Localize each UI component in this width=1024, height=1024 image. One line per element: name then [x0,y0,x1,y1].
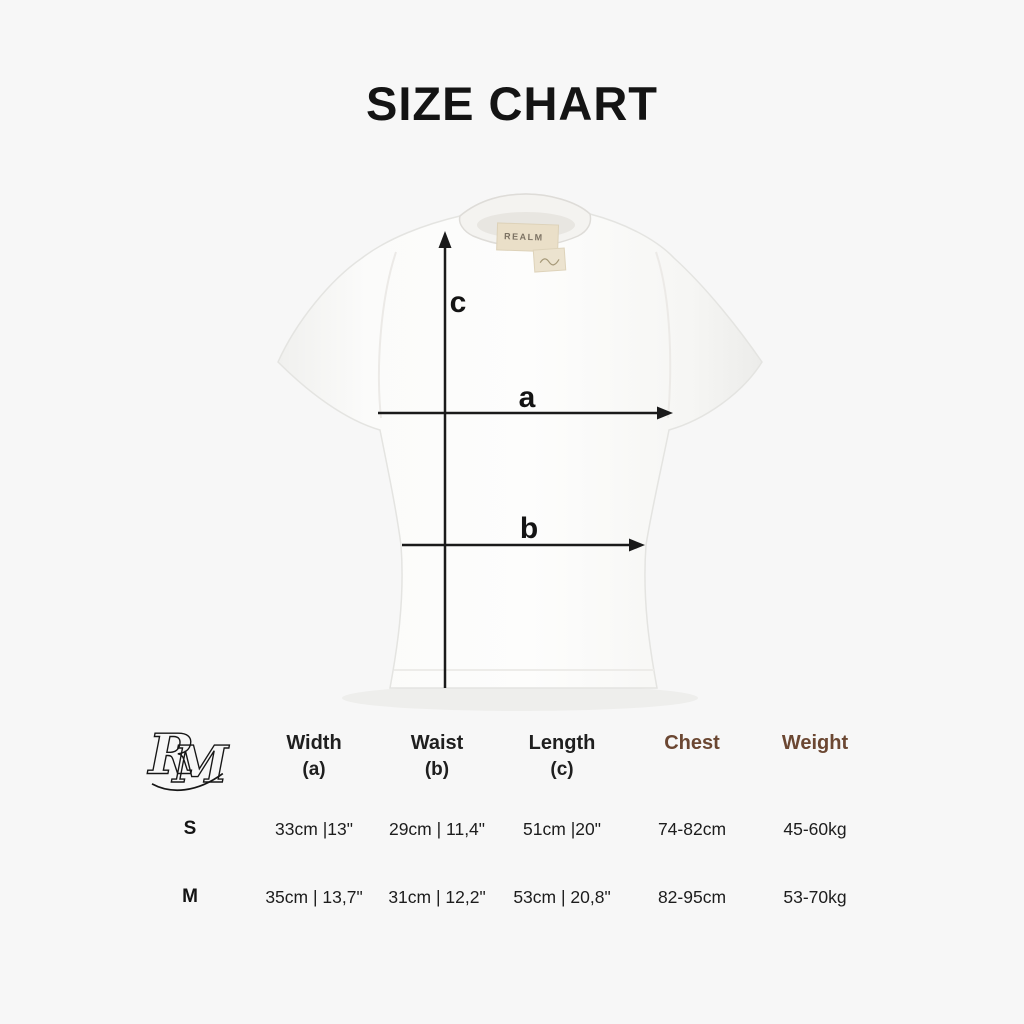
waist-value-s: 29cm | 11,4" [388,818,486,839]
waist-arrow-head [629,538,645,552]
brand-monogram-icon: R M [146,722,231,795]
collar-tag-small [532,247,567,273]
size-label-s: S [183,818,197,839]
tshirt-illustration [277,193,763,689]
collar-tag-text: REALM [504,231,544,242]
column-header-sub: (a) [302,759,326,780]
chest-value-s: 74-82cm [657,818,727,839]
left-armhole-seam [378,251,397,419]
width-value-m: 35cm | 13,7" [265,886,363,907]
length-value-m: 53cm | 20,8" [513,886,611,907]
monogram-letter-m: M [171,735,230,794]
column-header-label: Length [528,732,596,754]
brand-logo: R M [130,720,250,796]
column-header-label: Weight [781,732,849,754]
column-header-sub: (c) [550,759,574,780]
column-header-width: Width (a) [250,720,378,796]
width-arrow-head [657,406,673,420]
measurement-arrows [378,231,673,688]
chest-value-m: 82-95cm [657,886,727,907]
weight-value-s: 45-60kg [783,818,847,839]
collar-tag: REALM [496,222,560,253]
length-arrow-head [438,231,452,248]
column-header-chest: Chest [628,720,756,796]
page-title: SIZE CHART [366,77,658,130]
column-header-label: Chest [664,732,720,754]
measurement-label-a: a [519,381,536,414]
column-header-weight: Weight [756,720,874,796]
length-value-s: 51cm |20" [523,818,601,839]
right-armhole-seam [655,251,672,419]
column-header-label: Waist [410,732,464,754]
measurement-label-b: b [520,512,538,545]
monogram-letter-r: R [147,723,195,788]
column-header-length: Length (c) [496,720,628,796]
shirt-shadow [342,685,698,711]
column-header-sub: (b) [424,759,450,780]
weight-value-m: 53-70kg [783,886,847,907]
waist-value-m: 31cm | 12,2" [388,886,486,907]
measurement-label-c: c [450,286,467,319]
size-table: R M Width (a) Waist (b) Length (c) Chest… [130,720,874,932]
width-value-s: 33cm |13" [275,818,353,839]
size-label-m: M [182,886,198,907]
column-header-waist: Waist (b) [378,720,496,796]
column-header-label: Width [286,732,342,754]
